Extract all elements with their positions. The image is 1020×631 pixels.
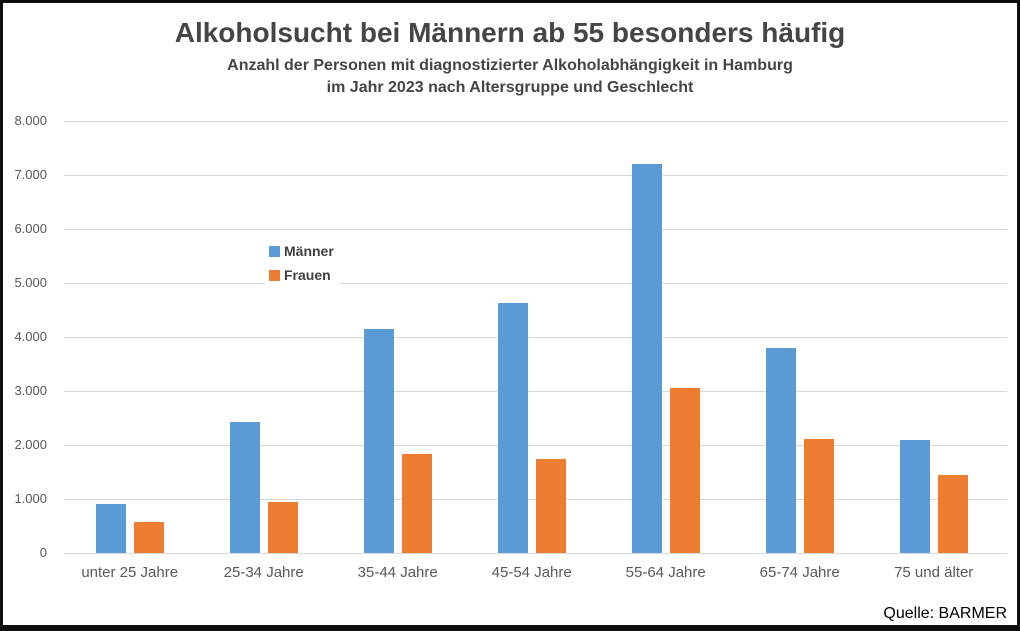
source-credit: Quelle: BARMER (883, 605, 1007, 622)
bar-frauen-6 (937, 475, 968, 553)
legend-label: Männer (284, 243, 334, 259)
bar-männer-5 (765, 347, 796, 553)
legend-swatch-icon (269, 269, 280, 281)
y-axis-tick-label: 3.000 (14, 383, 47, 398)
x-axis-category-label: 75 und älter (894, 564, 974, 581)
bar-männer-2 (363, 329, 394, 553)
x-axis-category-label: 25-34 Jahre (223, 564, 304, 581)
gridline (64, 229, 1007, 230)
bar-frauen-4 (669, 387, 700, 553)
gridline (64, 121, 1007, 122)
legend-item-männer: Männer (269, 239, 334, 263)
y-axis-tick-label: 1.000 (14, 491, 47, 506)
x-axis-category-label: 45-54 Jahre (491, 564, 572, 581)
bar-männer-0 (95, 503, 126, 553)
y-axis-tick-label: 6.000 (14, 221, 47, 236)
x-axis-category-label: 55-64 Jahre (625, 564, 706, 581)
y-axis-tick-label: 0 (39, 545, 47, 560)
y-axis-tick-label: 4.000 (14, 329, 47, 344)
bar-frauen-5 (803, 438, 834, 553)
gridline (64, 445, 1007, 446)
bar-frauen-0 (133, 522, 164, 553)
x-axis-category-label: 35-44 Jahre (357, 564, 438, 581)
chart-title: Alkoholsucht bei Männern ab 55 besonders… (174, 17, 846, 48)
y-axis-tick-label: 2.000 (14, 437, 47, 452)
x-axis-category-label: 65-74 Jahre (759, 564, 840, 581)
legend-item-frauen: Frauen (269, 263, 334, 287)
bar-männer-6 (899, 440, 930, 553)
y-axis-tick-label: 7.000 (14, 167, 47, 182)
legend-label: Frauen (284, 267, 331, 283)
chart-subtitle-line2: im Jahr 2023 nach Altersgruppe und Gesch… (326, 79, 694, 96)
gridline (64, 175, 1007, 176)
y-axis-tick-label: 8.000 (14, 113, 47, 128)
gridline (64, 553, 1007, 554)
bar-frauen-1 (267, 501, 298, 553)
y-axis-tick-label: 5.000 (14, 275, 47, 290)
chart-subtitle-line1: Anzahl der Personen mit diagnostizierter… (227, 57, 793, 74)
gridline (64, 283, 1007, 284)
chart-legend: Männer Frauen (265, 236, 340, 290)
bar-männer-1 (229, 421, 260, 553)
bar-frauen-2 (401, 453, 432, 553)
bar-frauen-3 (535, 458, 566, 553)
x-axis-category-label: unter 25 Jahre (81, 564, 179, 581)
legend-swatch-icon (269, 245, 280, 257)
bar-männer-3 (497, 302, 528, 553)
gridline (64, 337, 1007, 338)
gridline (64, 391, 1007, 392)
gridline (64, 499, 1007, 500)
bar-männer-4 (631, 164, 662, 553)
